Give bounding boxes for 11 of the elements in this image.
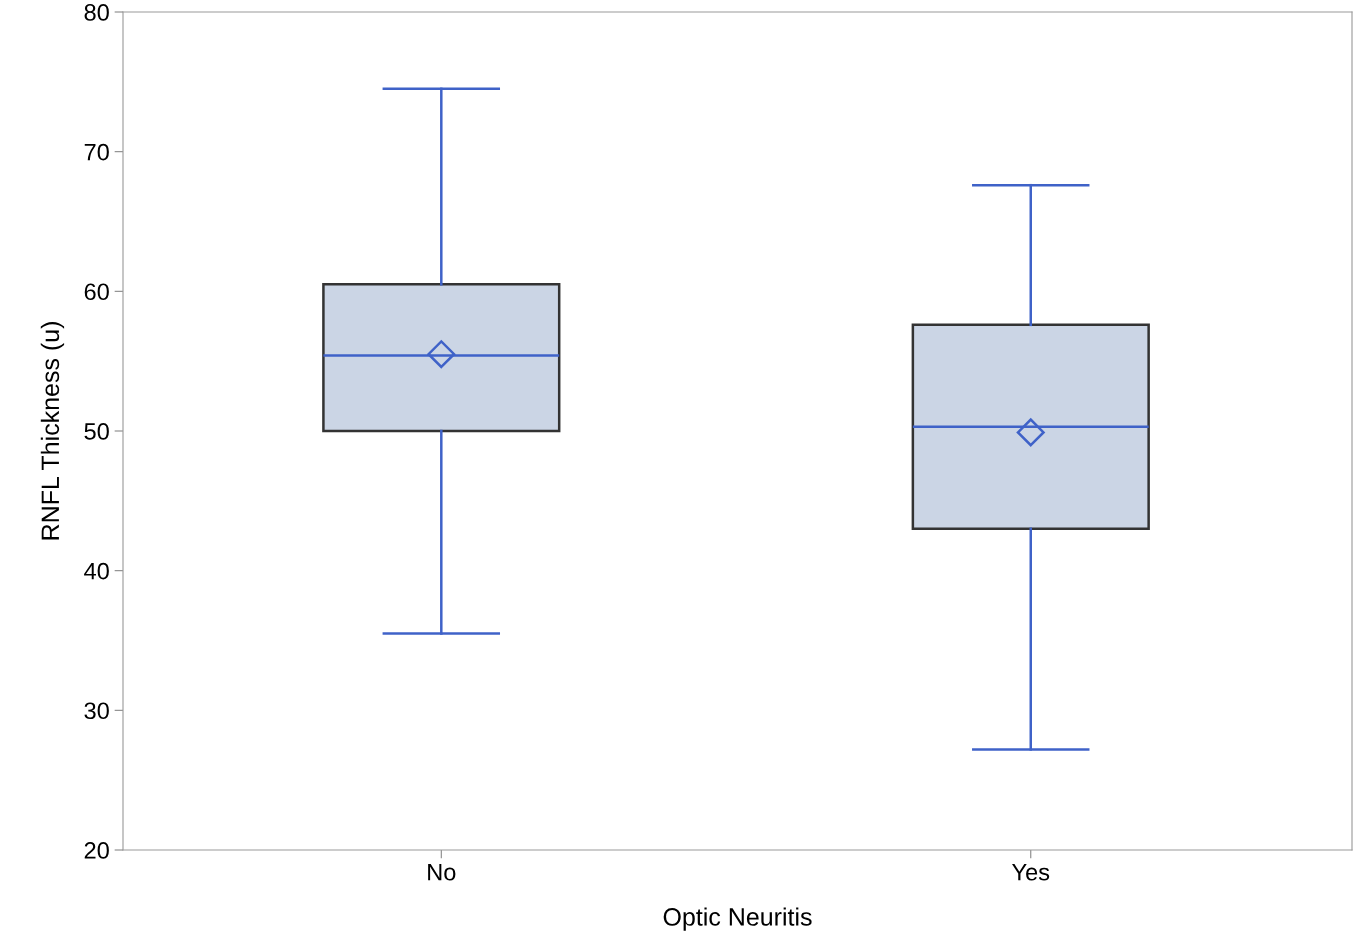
y-axis-title: RNFL Thickness (u) [40, 322, 65, 540]
y-tick-label: 80 [84, 4, 109, 21]
x-tick-label: No [428, 864, 456, 881]
y-tick-label: 60 [84, 283, 109, 301]
y-tick-label: 40 [84, 562, 109, 580]
y-tick-label: 50 [84, 423, 109, 440]
y-tick-label: 30 [84, 702, 109, 720]
x-tick-label: Yes [1012, 864, 1050, 881]
x-axis-title: Optic Neuritis [663, 907, 812, 931]
y-tick-label: 70 [84, 143, 109, 161]
y-tick-label: 20 [84, 842, 109, 859]
